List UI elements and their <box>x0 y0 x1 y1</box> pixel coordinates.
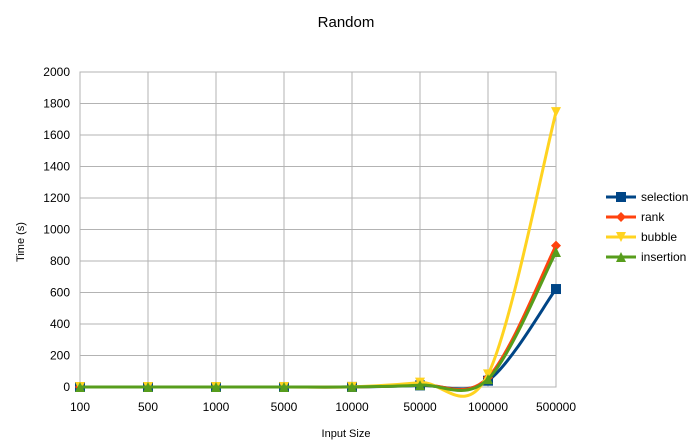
x-tick-label: 50000 <box>403 400 437 414</box>
y-tick-label: 1400 <box>43 160 70 174</box>
y-tick-label: 0 <box>63 380 70 394</box>
x-tick-label: 100000 <box>468 400 508 414</box>
series-layer <box>75 107 561 398</box>
series-line-rank <box>79 244 558 392</box>
y-tick-label: 1000 <box>43 223 70 237</box>
legend-label: selection <box>641 190 688 204</box>
legend-swatch-marker <box>616 252 626 262</box>
legend-item-rank: rank <box>606 210 665 224</box>
series-line-bubble <box>79 111 558 398</box>
point-insertion <box>211 382 221 392</box>
chart-title: Random <box>318 14 375 31</box>
legend-item-insertion: insertion <box>606 250 686 264</box>
x-tick-label: 1000 <box>203 400 230 414</box>
point-insertion <box>279 381 289 392</box>
y-tick-label: 600 <box>50 286 70 300</box>
point-selection <box>551 284 561 295</box>
point-insertion <box>551 247 561 258</box>
x-tick-label: 10000 <box>335 400 369 414</box>
y-tick-label: 1800 <box>43 97 70 111</box>
legend-label: bubble <box>641 230 677 244</box>
x-tick-label: 500 <box>138 400 158 414</box>
legend-swatch-marker <box>616 232 626 242</box>
legend-swatch-marker <box>616 212 626 222</box>
y-tick-label: 1600 <box>43 128 70 142</box>
legend-swatch-marker <box>616 192 626 202</box>
x-tick-label: 5000 <box>271 400 298 414</box>
y-tick-label: 400 <box>50 317 70 331</box>
x-axis-ticks: 100 500 1000 5000 10000 50000 100000 500000 <box>70 400 576 414</box>
point-insertion <box>483 374 493 385</box>
point-insertion <box>143 382 153 392</box>
y-tick-label: 1200 <box>43 191 70 205</box>
y-tick-label: 200 <box>50 349 70 363</box>
y-axis-ticks: 0 200 400 600 800 1000 1200 1400 1600 1800 2000 <box>43 65 70 394</box>
y-axis-title: Time (s) <box>15 222 27 262</box>
point-insertion <box>347 381 357 392</box>
y-tick-label: 2000 <box>43 65 70 79</box>
y-tick-label: 800 <box>50 254 70 268</box>
x-tick-label: 500000 <box>536 400 576 414</box>
legend-label: rank <box>641 210 665 224</box>
point-bubble <box>551 107 561 118</box>
x-tick-label: 100 <box>70 400 90 414</box>
legend-label: insertion <box>641 250 686 264</box>
series-insertion <box>75 247 561 392</box>
point-rank <box>551 240 561 251</box>
legend: selection rank bubble insertion <box>606 190 688 264</box>
series-line-insertion <box>79 251 558 392</box>
point-insertion <box>75 382 85 392</box>
legend-item-selection: selection <box>606 190 688 204</box>
x-axis-title: Input Size <box>322 428 371 440</box>
point-insertion <box>415 380 425 391</box>
series-line-selection <box>79 288 558 391</box>
grid <box>79 71 557 388</box>
legend-item-bubble: bubble <box>606 230 677 244</box>
